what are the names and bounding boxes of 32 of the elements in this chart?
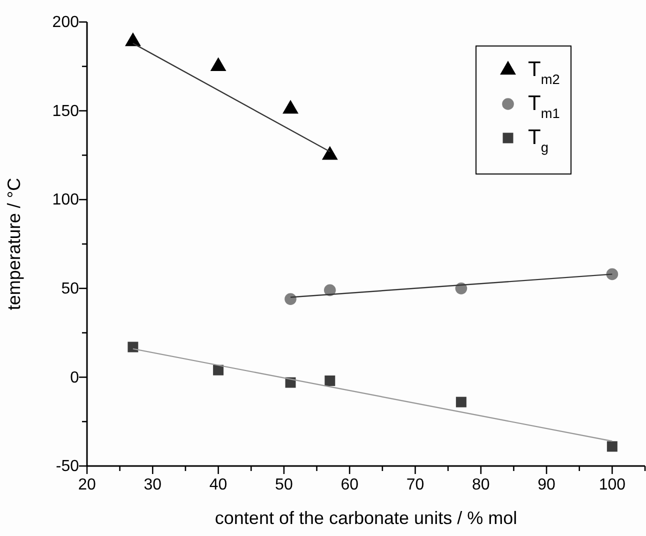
- point: [284, 293, 296, 305]
- point: [324, 284, 336, 296]
- point: [456, 396, 466, 408]
- x-tick-label: 40: [209, 476, 228, 494]
- point: [606, 441, 618, 452]
- x-tick-label: 60: [340, 476, 359, 494]
- x-tick-label: 90: [538, 476, 556, 494]
- x-tick-label: 70: [406, 476, 424, 494]
- x-tick-label: 30: [144, 476, 162, 494]
- y-tick-label: 200: [52, 14, 80, 32]
- legend-label: T$_{m1}$: [528, 92, 560, 120]
- x-tick-label: 100: [598, 476, 626, 494]
- point: [210, 57, 226, 71]
- x-tick-label: 80: [472, 476, 490, 494]
- point: [124, 32, 141, 46]
- y-tick-label: 0: [70, 369, 80, 386]
- point: [213, 364, 224, 376]
- x-tick-label: 50: [275, 476, 293, 494]
- x-tick-label: 20: [78, 476, 96, 494]
- point: [322, 146, 338, 160]
- y-tick-label: 50: [61, 280, 80, 298]
- point: [282, 100, 298, 114]
- point: [128, 342, 138, 352]
- y-tick-label: 150: [52, 102, 80, 120]
- point: [606, 268, 618, 280]
- x-axis-title: content of the carbonate units / % mol: [214, 508, 518, 528]
- legend-label: T$_{m2}$: [528, 58, 560, 86]
- y-axis-title: temperature / °C: [4, 178, 24, 310]
- point: [324, 376, 336, 386]
- legend-label: T$_{g}$: [528, 126, 548, 154]
- y-tick-label: -50: [56, 458, 80, 476]
- y-tick-label: 100: [52, 192, 80, 209]
